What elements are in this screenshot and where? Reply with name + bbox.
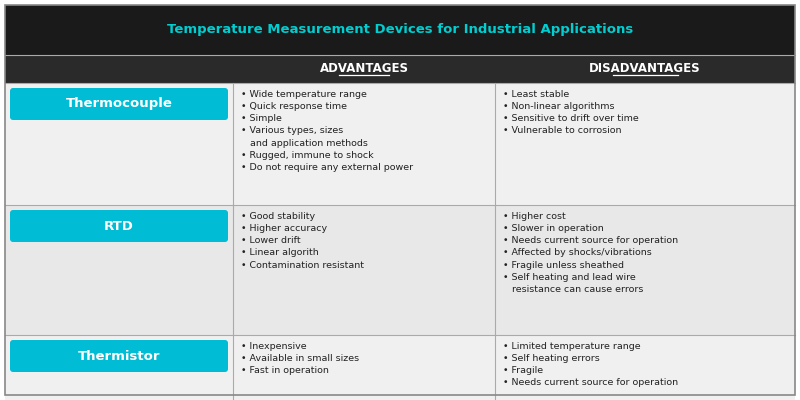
Text: RTD: RTD [104, 220, 134, 232]
Text: Thermocouple: Thermocouple [66, 98, 173, 110]
Text: Thermistor: Thermistor [78, 350, 160, 362]
Bar [5, 5, 795, 55]
FancyBboxPatch shape [10, 88, 228, 120]
Text: • Higher cost
• Slower in operation
• Needs current source for operation
• Affec: • Higher cost • Slower in operation • Ne… [503, 212, 678, 294]
Bar [5, 83, 795, 205]
Text: • Wide temperature range
• Quick response time
• Simple
• Various types, sizes
 : • Wide temperature range • Quick respons… [241, 90, 413, 172]
Text: • Limited temperature range
• Self heating errors
• Fragile
• Needs current sour: • Limited temperature range • Self heati… [503, 342, 678, 388]
Text: • Least stable
• Non-linear algorithms
• Sensitive to drift over time
• Vulnerab: • Least stable • Non-linear algorithms •… [503, 90, 638, 136]
Text: Temperature Measurement Devices for Industrial Applications: Temperature Measurement Devices for Indu… [167, 24, 633, 36]
Bar [5, 205, 795, 335]
FancyBboxPatch shape [10, 210, 228, 242]
FancyBboxPatch shape [10, 340, 228, 372]
Bar [5, 55, 795, 83]
Text: ADVANTAGES: ADVANTAGES [319, 62, 409, 76]
Text: DISADVANTAGES: DISADVANTAGES [589, 62, 701, 76]
Bar [5, 335, 795, 400]
Text: • Good stability
• Higher accuracy
• Lower drift
• Linear algorith
• Contaminati: • Good stability • Higher accuracy • Low… [241, 212, 364, 270]
Text: • Inexpensive
• Available in small sizes
• Fast in operation: • Inexpensive • Available in small sizes… [241, 342, 359, 375]
